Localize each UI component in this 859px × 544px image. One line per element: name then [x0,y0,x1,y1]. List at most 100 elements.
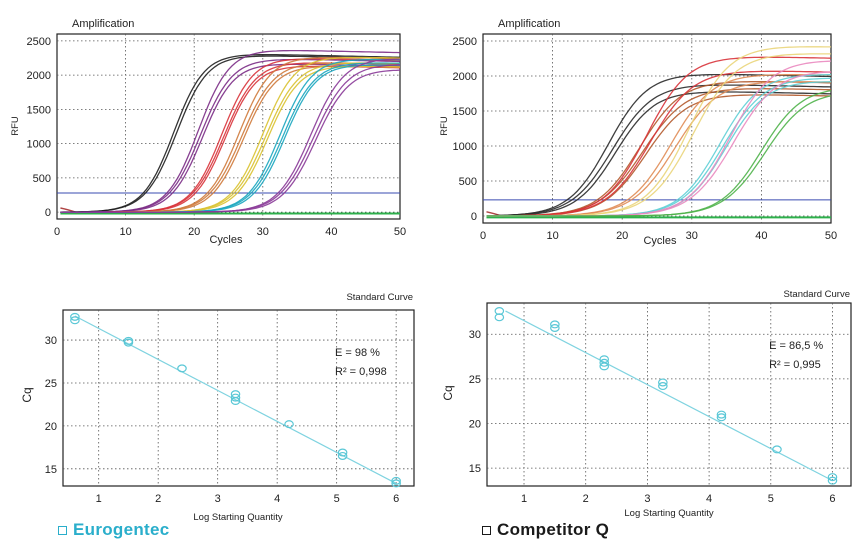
standard-point [284,420,294,429]
y-tick-label: 15 [45,464,57,476]
y-tick-label: 1500 [27,104,51,116]
y-axis-label: Cq [441,385,455,400]
standard-point [230,397,241,406]
x-tick-label: 1 [96,493,102,505]
x-tick-label: 40 [755,230,767,242]
y-tick-label: 500 [459,176,477,188]
standard-point [391,479,401,488]
y-tick-label: 15 [469,463,481,475]
chart-title: Amplification [72,18,134,30]
plot-frame [486,302,852,487]
x-tick-label: 4 [706,493,712,505]
x-tick-label: 20 [188,226,200,238]
x-tick-label: 10 [546,230,558,242]
chart-std-right: 1 2 3 4 5 6 15 20 25 30 Standard Curve Log Starting… [441,289,852,519]
x-tick-label: 6 [829,493,835,505]
y-tick-label: 0 [471,211,477,223]
standard-point [716,410,727,419]
standard-point [716,413,727,422]
square-bullet-icon [58,525,67,535]
chart-title: Amplification [498,18,560,30]
x-tick-label: 3 [644,493,650,505]
legend-eurogentec: Eurogentec [58,520,170,540]
standard-point [70,312,80,321]
amplification-curve-violet [60,69,401,213]
y-tick-label: 2500 [27,36,51,48]
x-axis-label: Cycles [643,235,677,247]
x-tick-label: 30 [257,226,269,238]
chart-std-left: 1 2 3 4 5 6 15 20 25 30 Standard Curve Log Starting… [20,292,415,523]
chart-amp-right: 0 10 20 30 40 5005001000150020002500Amplifica… [439,18,837,247]
standard-point [550,320,560,329]
y-tick-label: 1000 [27,139,51,151]
legend-label-eurogentec: Eurogentec [73,520,170,539]
x-tick-label: 2 [155,493,161,505]
y-axis-label: RFU [10,116,21,136]
y-tick-label: 20 [45,421,57,433]
efficiency-annotation: E = 86,5 % [769,340,823,352]
y-tick-label: 30 [469,329,481,341]
standard-point [177,364,187,373]
x-tick-label: 4 [274,493,280,505]
x-tick-label: 20 [616,230,628,242]
standard-point [337,451,348,460]
y-tick-label: 25 [469,374,481,386]
x-tick-label: 0 [54,226,60,238]
y-tick-label: 2500 [453,36,477,48]
y-tick-label: 1500 [453,106,477,118]
x-tick-label: 40 [325,226,337,238]
x-axis-label: Cycles [209,234,243,246]
x-tick-label: 1 [521,493,527,505]
y-tick-label: 1000 [453,141,477,153]
amplification-curve-black [486,91,832,217]
r-squared-annotation: R² = 0,995 [769,359,821,371]
y-tick-label: 30 [45,335,57,347]
y-tick-label: 2000 [453,71,477,83]
square-bullet-icon [482,525,491,535]
y-tick-label: 20 [469,419,481,431]
y-axis-label: Cq [20,387,34,402]
legend-competitor: Competitor Q [482,520,609,540]
x-axis-label: Log Starting Quantity [624,508,713,519]
standard-point [70,316,80,325]
y-tick-label: 0 [45,207,51,219]
standard-point [827,476,838,485]
x-tick-label: 5 [334,493,340,505]
standard-point [550,323,560,332]
standard-point [230,393,241,402]
chart-amp-left: 0 10 20 30 40 5005001000150020002500Amplifica… [10,18,406,246]
amplification-curve-green [486,95,832,217]
standard-point [123,338,134,347]
x-tick-label: 2 [583,493,589,505]
x-tick-label: 0 [480,230,486,242]
standard-point [658,378,668,387]
y-tick-label: 500 [33,173,51,185]
standard-point [599,358,610,367]
x-tick-label: 5 [768,493,774,505]
x-tick-label: 10 [119,226,131,238]
chart-title: Standard Curve [783,289,850,300]
y-tick-label: 2000 [27,70,51,82]
legend-label-competitor: Competitor Q [497,520,610,539]
x-tick-label: 50 [825,230,837,242]
standard-point [658,382,668,391]
plot-frame [482,33,832,224]
x-tick-label: 50 [394,226,406,238]
x-tick-label: 3 [215,493,221,505]
standard-point [391,476,401,485]
standard-point [599,362,610,371]
chart-title: Standard Curve [346,292,413,303]
r-squared-annotation: R² = 0,998 [335,366,387,378]
amplification-curve-black [486,84,832,217]
y-axis-label: RFU [439,116,450,136]
standard-point [494,313,505,322]
y-tick-label: 25 [45,378,57,390]
amplification-curve-red [486,70,832,217]
standard-point [827,473,838,482]
standard-point [772,445,782,454]
efficiency-annotation: E = 98 % [335,347,380,359]
standard-point [337,448,348,457]
x-tick-label: 30 [686,230,698,242]
x-axis-label: Log Starting Quantity [193,512,282,523]
